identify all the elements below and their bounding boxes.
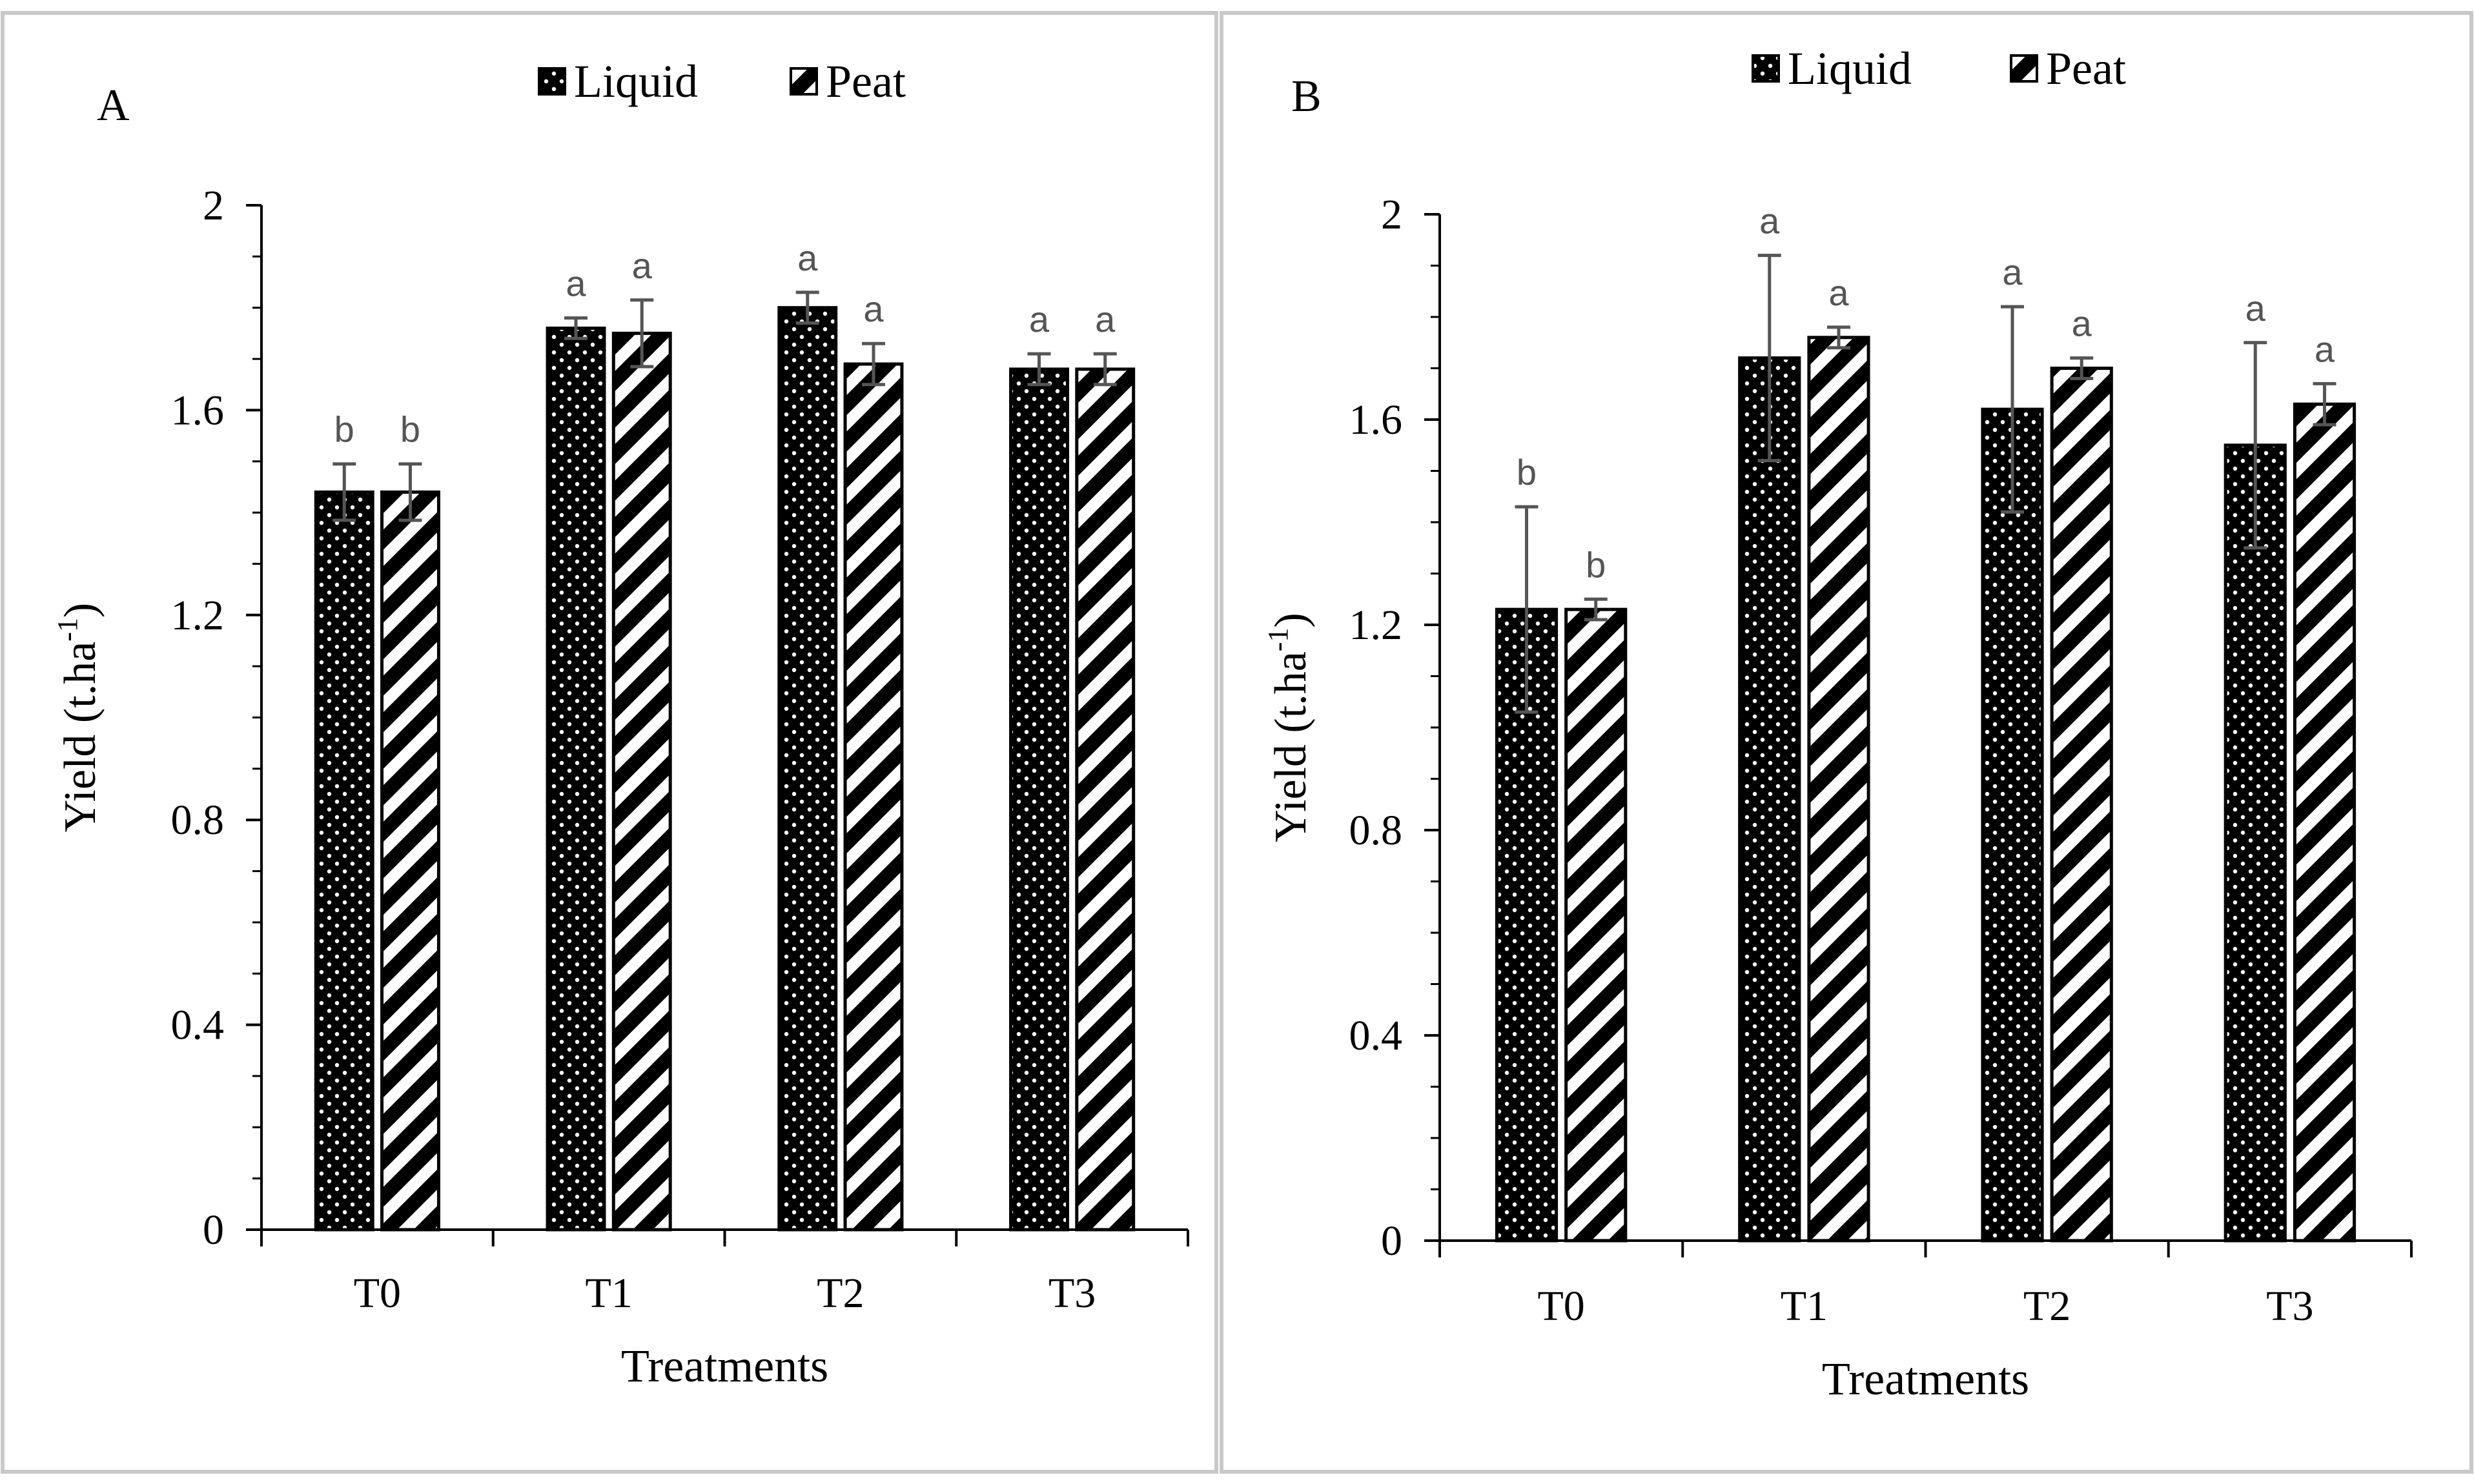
bar-peat-t0 xyxy=(1564,607,1628,1243)
error-bar-liquid-t3 xyxy=(2244,341,2267,550)
legend: Liquid Peat xyxy=(538,56,906,107)
error-bar-liquid-t0 xyxy=(332,462,356,522)
bar-liquid-t3 xyxy=(2224,443,2287,1243)
significance-label: a xyxy=(2315,329,2335,369)
y-axis-title: Yield (t.ha-1) xyxy=(52,603,105,832)
error-bar-liquid-t2 xyxy=(2001,305,2025,514)
y-tick-label: 0.8 xyxy=(171,797,225,844)
significance-label: b xyxy=(334,409,354,450)
bar-liquid-t1 xyxy=(546,326,606,1232)
panel-label: B xyxy=(1291,72,1322,121)
y-tick-label: 2 xyxy=(203,182,224,229)
y-tick-label: 1.2 xyxy=(171,592,225,639)
y-tick-label: 0 xyxy=(203,1206,224,1254)
legend-label-peat: Peat xyxy=(826,56,906,107)
error-bar-peat-t0 xyxy=(1584,597,1608,622)
bar-liquid-t3 xyxy=(1009,367,1069,1232)
significance-label: a xyxy=(2072,303,2092,344)
panel-border xyxy=(1220,11,2473,1474)
y-tick-label: 2 xyxy=(1381,191,1402,238)
legend-label-liquid: Liquid xyxy=(1788,43,1912,94)
x-tick-label: T0 xyxy=(1537,1283,1584,1330)
significance-label: a xyxy=(2002,252,2023,292)
bar-peat-t2 xyxy=(2050,367,2113,1243)
bar-peat-t1 xyxy=(611,331,672,1232)
error-bar-liquid-t1 xyxy=(564,316,588,340)
legend-swatch-liquid xyxy=(1752,54,1780,83)
panel-label: A xyxy=(97,81,130,130)
error-bar-liquid-t0 xyxy=(1515,505,1539,714)
legend-swatch-liquid xyxy=(538,67,566,96)
error-bar-liquid-t2 xyxy=(795,290,819,325)
error-bar-liquid-t1 xyxy=(1757,254,1781,463)
bar-liquid-t2 xyxy=(777,306,838,1232)
chart-panel-b: B Liquid Peat 0 0.4 0.8 1.2 1.6 2 Yield (t.ha-1) T… xyxy=(1220,11,2473,1474)
x-tick-label: T2 xyxy=(817,1270,864,1317)
x-tick-label: T3 xyxy=(2266,1283,2313,1330)
significance-label: b xyxy=(400,409,420,450)
error-bar-peat-t3 xyxy=(1093,352,1117,387)
bar-peat-t1 xyxy=(1807,336,1870,1243)
error-bar-peat-t3 xyxy=(2313,381,2336,427)
chart-panel-a: A Liquid Peat 0 0.4 0.8 1.2 1.6 2 Yield (t.ha-1) T… xyxy=(1,11,1218,1474)
bar-liquid-t2 xyxy=(1981,407,2044,1243)
bar-peat-t3 xyxy=(1075,367,1136,1232)
significance-label: a xyxy=(2245,288,2266,329)
x-tick-label: T2 xyxy=(2023,1283,2070,1330)
x-tick-label: T0 xyxy=(354,1270,401,1317)
significance-label: b xyxy=(1586,544,1606,585)
y-tick-label: 0.4 xyxy=(171,1002,225,1049)
error-bar-peat-t0 xyxy=(398,462,422,522)
x-axis-title: Treatments xyxy=(621,1340,828,1392)
significance-label: a xyxy=(797,238,818,278)
legend-label-liquid: Liquid xyxy=(574,56,698,107)
legend-swatch-peat xyxy=(2010,54,2038,83)
x-tick-label: T1 xyxy=(1781,1283,1828,1330)
bar-peat-t3 xyxy=(2293,402,2356,1243)
y-tick-label: 0.4 xyxy=(1349,1012,1403,1059)
y-tick-label: 1.6 xyxy=(1349,396,1403,443)
bar-liquid-t1 xyxy=(1738,356,1801,1243)
significance-label: a xyxy=(863,289,884,329)
bar-peat-t0 xyxy=(380,490,440,1232)
bar-liquid-t0 xyxy=(1495,607,1559,1243)
x-tick-label: T1 xyxy=(585,1270,632,1317)
panel-border xyxy=(1,11,1218,1474)
legend-label-peat: Peat xyxy=(2046,43,2126,94)
error-bar-peat-t2 xyxy=(2070,356,2094,380)
error-bar-liquid-t3 xyxy=(1027,352,1051,387)
y-tick-label: 1.2 xyxy=(1349,602,1403,649)
y-axis-title: Yield (t.ha-1) xyxy=(1262,613,1316,842)
significance-label: a xyxy=(1029,299,1050,340)
error-bar-peat-t1 xyxy=(1826,325,1850,350)
significance-label: b xyxy=(1517,452,1537,493)
legend: Liquid Peat xyxy=(1752,43,2126,94)
error-bar-peat-t1 xyxy=(630,298,654,369)
bar-liquid-t0 xyxy=(314,490,374,1232)
significance-label: a xyxy=(566,263,586,304)
significance-label: a xyxy=(1828,272,1849,313)
bar-peat-t2 xyxy=(843,362,904,1232)
y-tick-label: 0 xyxy=(1381,1217,1402,1265)
x-tick-label: T3 xyxy=(1048,1270,1096,1317)
y-tick-label: 0.8 xyxy=(1349,807,1403,854)
significance-label: a xyxy=(1759,201,1780,241)
legend-swatch-peat xyxy=(790,67,818,96)
y-tick-label: 1.6 xyxy=(171,387,225,434)
error-bar-peat-t2 xyxy=(861,341,885,387)
x-axis-title: Treatments xyxy=(1822,1353,2029,1405)
significance-label: a xyxy=(632,245,653,286)
significance-label: a xyxy=(1095,299,1116,340)
